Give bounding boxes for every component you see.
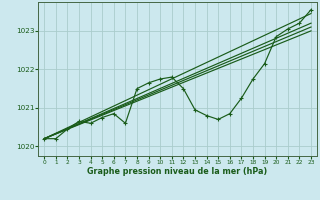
X-axis label: Graphe pression niveau de la mer (hPa): Graphe pression niveau de la mer (hPa)	[87, 167, 268, 176]
